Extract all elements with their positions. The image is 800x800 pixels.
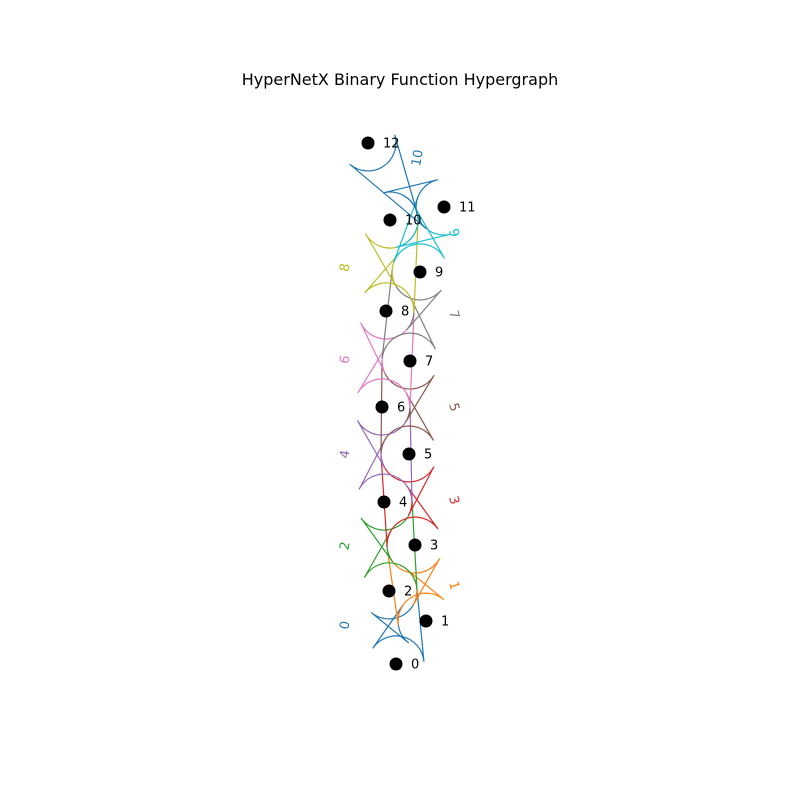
node-2-marker (382, 584, 396, 598)
hyperedge-10-label: 10 (409, 149, 427, 168)
hyperedge-9-label: 9 (445, 227, 462, 239)
hyperedge-layer (349, 134, 452, 662)
node-6-marker (375, 400, 389, 414)
node-12-label: 12 (383, 137, 400, 152)
node-3-marker (408, 538, 422, 552)
node-10-label: 10 (405, 214, 422, 229)
hyperedge-6-label: 6 (337, 354, 353, 365)
node-0-marker (389, 657, 403, 671)
node-1-marker (419, 614, 433, 628)
node-5-marker (402, 447, 416, 461)
node-9-marker (413, 265, 427, 279)
hyperedge-4-label: 4 (337, 449, 353, 460)
node-8-label: 8 (401, 305, 409, 320)
hyperedge-5-outline (380, 360, 435, 455)
hyperedge-8-label: 8 (337, 262, 353, 273)
node-0-label: 0 (411, 658, 419, 673)
node-1-label: 1 (441, 615, 449, 630)
node-4-label: 4 (399, 496, 407, 511)
node-10-marker (383, 213, 397, 227)
node-12-marker (361, 136, 375, 150)
node-11-label: 11 (459, 201, 476, 216)
hyperedge-2-label: 2 (337, 541, 353, 552)
node-2-label: 2 (404, 585, 412, 600)
node-3-label: 3 (430, 539, 438, 554)
hyperedge-1-label: 1 (445, 580, 462, 592)
node-9-label: 9 (435, 266, 443, 281)
node-4-marker (377, 495, 391, 509)
hyperedge-10-outline (349, 134, 438, 229)
hyperedge-7-label: 7 (445, 309, 462, 321)
node-7-marker (403, 354, 417, 368)
node-11-marker (437, 200, 451, 214)
node-8-marker (379, 304, 393, 318)
node-7-label: 7 (425, 355, 433, 370)
node-5-label: 5 (424, 448, 432, 463)
node-6-label: 6 (397, 401, 405, 416)
hyperedge-label-layer: 0 1 2 3 4 5 6 7 8 9 10 (337, 149, 461, 631)
hyperedge-0-label: 0 (337, 620, 353, 631)
hyperedge-3-label: 3 (445, 494, 462, 506)
hyperedge-5-label: 5 (445, 401, 462, 413)
chart-title: HyperNetX Binary Function Hypergraph (241, 70, 559, 89)
